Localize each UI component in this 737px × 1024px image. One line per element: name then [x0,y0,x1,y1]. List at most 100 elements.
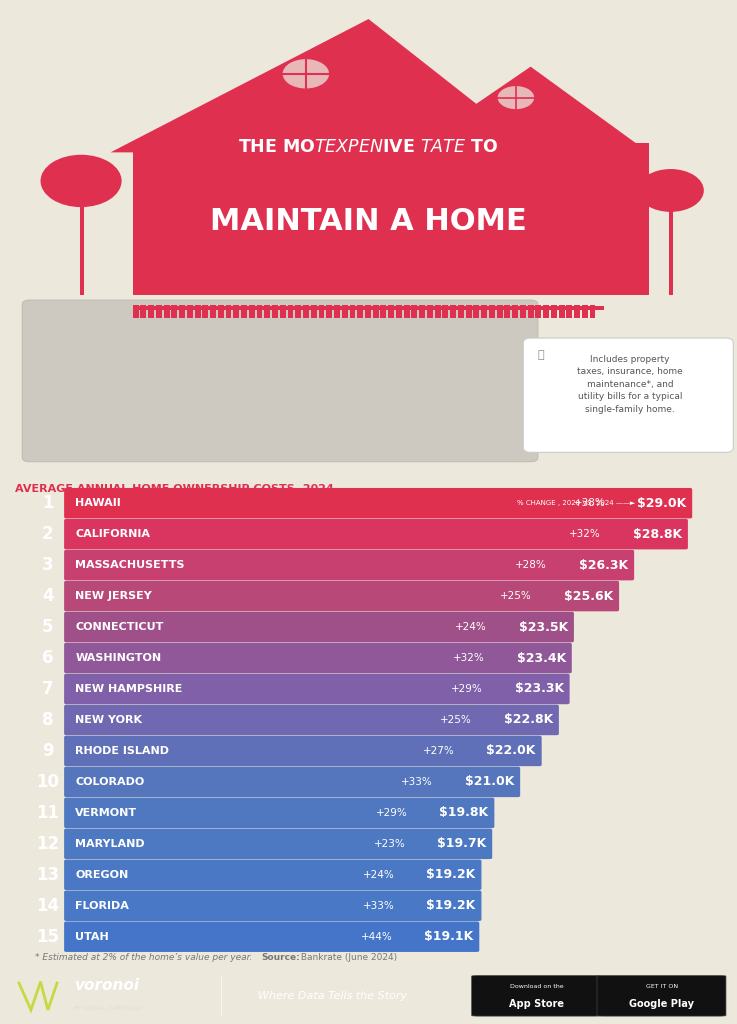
FancyBboxPatch shape [528,305,534,318]
Text: NEW JERSEY: NEW JERSEY [75,591,152,601]
FancyBboxPatch shape [64,519,688,550]
Text: Includes property
taxes, insurance, home
maintenance*, and
utility bills for a t: Includes property taxes, insurance, home… [577,354,683,414]
FancyBboxPatch shape [148,305,154,318]
Text: $19.2K: $19.2K [426,899,475,912]
FancyBboxPatch shape [466,305,472,318]
FancyBboxPatch shape [80,185,84,295]
Text: 3: 3 [42,556,54,574]
Text: +29%: +29% [451,684,483,694]
Text: 15: 15 [36,928,60,946]
FancyBboxPatch shape [342,305,348,318]
Text: $26.3K: $26.3K [579,559,628,571]
FancyBboxPatch shape [22,300,538,462]
FancyBboxPatch shape [64,705,559,735]
Text: +24%: +24% [363,869,394,880]
FancyBboxPatch shape [141,305,147,318]
Text: AVERAGE ANNUAL HOME OWNERSHIP COSTS, 2024: AVERAGE ANNUAL HOME OWNERSHIP COSTS, 202… [15,483,334,494]
FancyBboxPatch shape [64,828,492,859]
Circle shape [41,155,122,207]
FancyBboxPatch shape [357,305,363,318]
Text: Google Play: Google Play [629,999,694,1010]
Text: App Store: App Store [509,999,564,1010]
FancyBboxPatch shape [365,305,371,318]
Text: +32%: +32% [453,653,485,663]
Text: $19.2K: $19.2K [426,868,475,882]
Text: +44%: +44% [360,932,392,942]
Text: +33%: +33% [402,777,433,786]
FancyBboxPatch shape [265,305,270,318]
Text: 7: 7 [42,680,54,698]
Text: 10: 10 [36,773,60,791]
FancyBboxPatch shape [349,305,355,318]
Polygon shape [111,19,538,153]
FancyBboxPatch shape [380,305,386,318]
Text: 1: 1 [42,495,54,512]
Text: 4: 4 [42,587,54,605]
FancyBboxPatch shape [442,305,448,318]
Text: +28%: +28% [515,560,547,570]
FancyBboxPatch shape [504,305,510,318]
FancyBboxPatch shape [404,305,410,318]
Text: Bankrate (June 2024): Bankrate (June 2024) [298,952,397,962]
Text: $23.5K: $23.5K [519,621,568,634]
FancyBboxPatch shape [551,305,556,318]
Text: BY VISUAL CAPITALIST: BY VISUAL CAPITALIST [74,1006,142,1011]
Text: NEW YORK: NEW YORK [75,715,142,725]
FancyBboxPatch shape [64,798,495,828]
Text: 2: 2 [42,525,54,543]
Text: FLORIDA: FLORIDA [75,901,129,910]
FancyBboxPatch shape [481,305,487,318]
Text: $19.8K: $19.8K [439,806,489,819]
FancyBboxPatch shape [318,305,324,318]
FancyBboxPatch shape [411,305,417,318]
FancyBboxPatch shape [280,305,286,318]
Text: 5: 5 [42,618,54,636]
FancyBboxPatch shape [133,305,139,318]
Text: WASHINGTON: WASHINGTON [75,653,161,663]
FancyBboxPatch shape [535,305,541,318]
Circle shape [638,169,704,212]
FancyBboxPatch shape [64,581,619,611]
FancyBboxPatch shape [311,305,317,318]
FancyBboxPatch shape [296,305,301,318]
Text: 13: 13 [36,865,60,884]
FancyBboxPatch shape [272,305,278,318]
Text: $19.1K: $19.1K [425,930,473,943]
FancyBboxPatch shape [581,305,587,318]
FancyBboxPatch shape [64,611,574,642]
Text: CALIFORNIA: CALIFORNIA [75,529,150,540]
FancyBboxPatch shape [559,305,565,318]
FancyBboxPatch shape [172,305,178,318]
FancyBboxPatch shape [64,550,634,581]
FancyBboxPatch shape [133,306,604,310]
Text: 8: 8 [42,711,54,729]
FancyBboxPatch shape [427,305,433,318]
FancyBboxPatch shape [64,674,570,705]
Text: $29.0K: $29.0K [637,497,686,510]
FancyBboxPatch shape [669,190,673,295]
Text: UTAH: UTAH [75,932,109,942]
Text: $19.7K: $19.7K [437,838,486,850]
Text: +25%: +25% [500,591,532,601]
Text: $23.4K: $23.4K [517,651,566,665]
FancyBboxPatch shape [210,305,216,318]
FancyBboxPatch shape [497,305,503,318]
FancyBboxPatch shape [187,305,193,318]
Text: Source:: Source: [262,952,301,962]
Text: $21.0K: $21.0K [465,775,514,788]
FancyBboxPatch shape [472,976,601,1016]
FancyBboxPatch shape [450,305,456,318]
FancyBboxPatch shape [64,859,481,890]
FancyBboxPatch shape [523,338,733,453]
Text: % CHANGE , 2020 VS. 2024 ——►: % CHANGE , 2020 VS. 2024 ——► [517,500,635,506]
FancyBboxPatch shape [133,142,604,295]
Text: $22.8K: $22.8K [503,714,553,726]
Circle shape [497,85,535,110]
Text: MARYLAND: MARYLAND [75,839,144,849]
Text: 12: 12 [36,835,60,853]
Text: MASSACHUSETTS: MASSACHUSETTS [75,560,185,570]
Text: +29%: +29% [376,808,408,818]
FancyBboxPatch shape [179,305,185,318]
FancyBboxPatch shape [156,305,162,318]
Text: NEW HAMPSHIRE: NEW HAMPSHIRE [75,684,183,694]
